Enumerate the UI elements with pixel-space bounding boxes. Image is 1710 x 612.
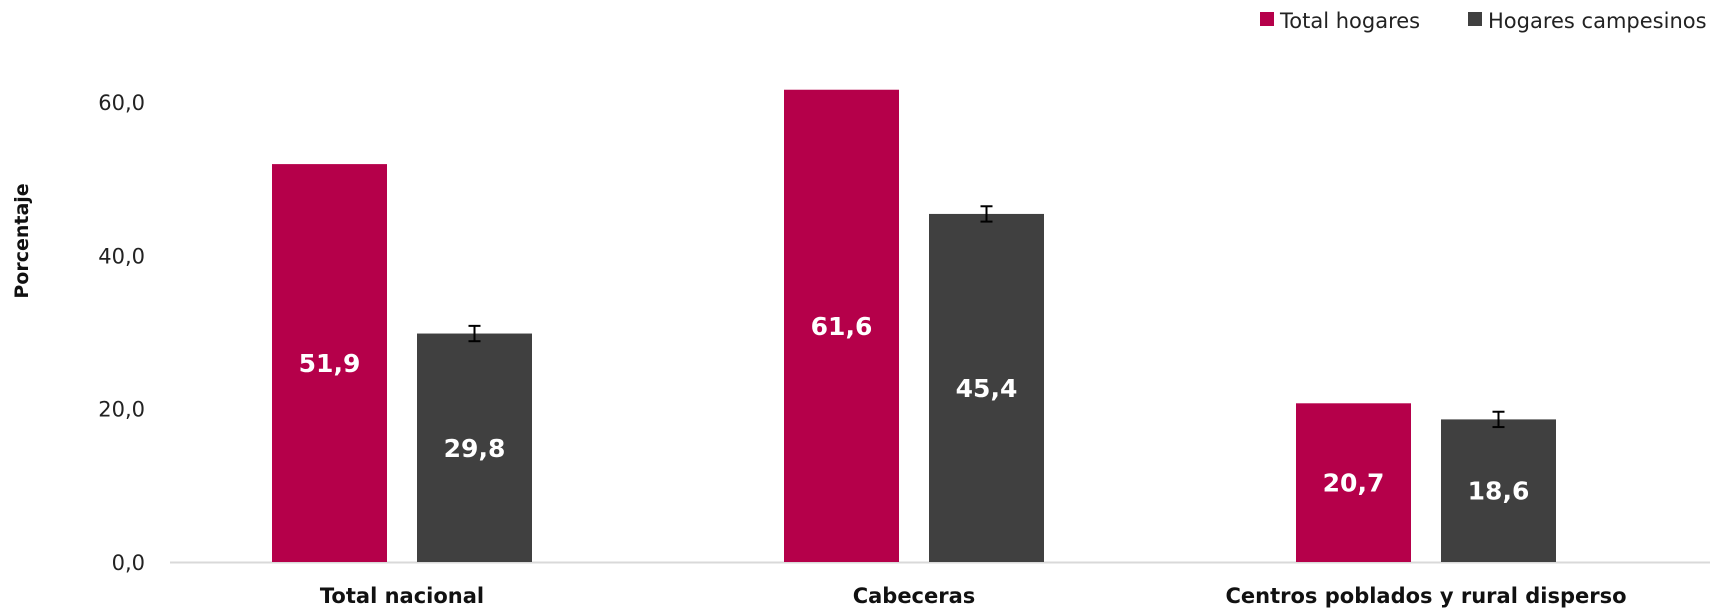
bar-hogares-campesinos	[929, 213, 1044, 562]
y-axis-title: Porcentaje	[11, 183, 33, 298]
data-label: 61,6	[811, 312, 873, 341]
legend-label: Hogares campesinos	[1488, 9, 1707, 33]
bar-total-hogares	[784, 89, 899, 562]
legend-label: Total hogares	[1279, 9, 1420, 33]
data-label: 51,9	[299, 349, 361, 378]
bar-hogares-campesinos	[417, 333, 532, 562]
data-label: 20,7	[1323, 469, 1385, 498]
bar-total-hogares	[1296, 403, 1411, 562]
data-label: 18,6	[1468, 477, 1530, 506]
data-label: 45,4	[956, 374, 1018, 403]
x-category-label: Cabeceras	[853, 584, 976, 608]
x-category-label: Total nacional	[320, 584, 484, 608]
bar-hogares-campesinos	[1441, 419, 1556, 562]
y-tick-label: 20,0	[98, 398, 145, 422]
legend-swatch	[1468, 12, 1482, 26]
y-tick-label: 60,0	[98, 91, 145, 115]
legend-swatch	[1260, 12, 1274, 26]
y-tick-label: 0,0	[112, 551, 145, 575]
bar-total-hogares	[272, 164, 387, 562]
y-tick-label: 40,0	[98, 244, 145, 268]
x-category-label: Centros poblados y rural disperso	[1226, 584, 1627, 608]
data-label: 29,8	[444, 434, 506, 463]
